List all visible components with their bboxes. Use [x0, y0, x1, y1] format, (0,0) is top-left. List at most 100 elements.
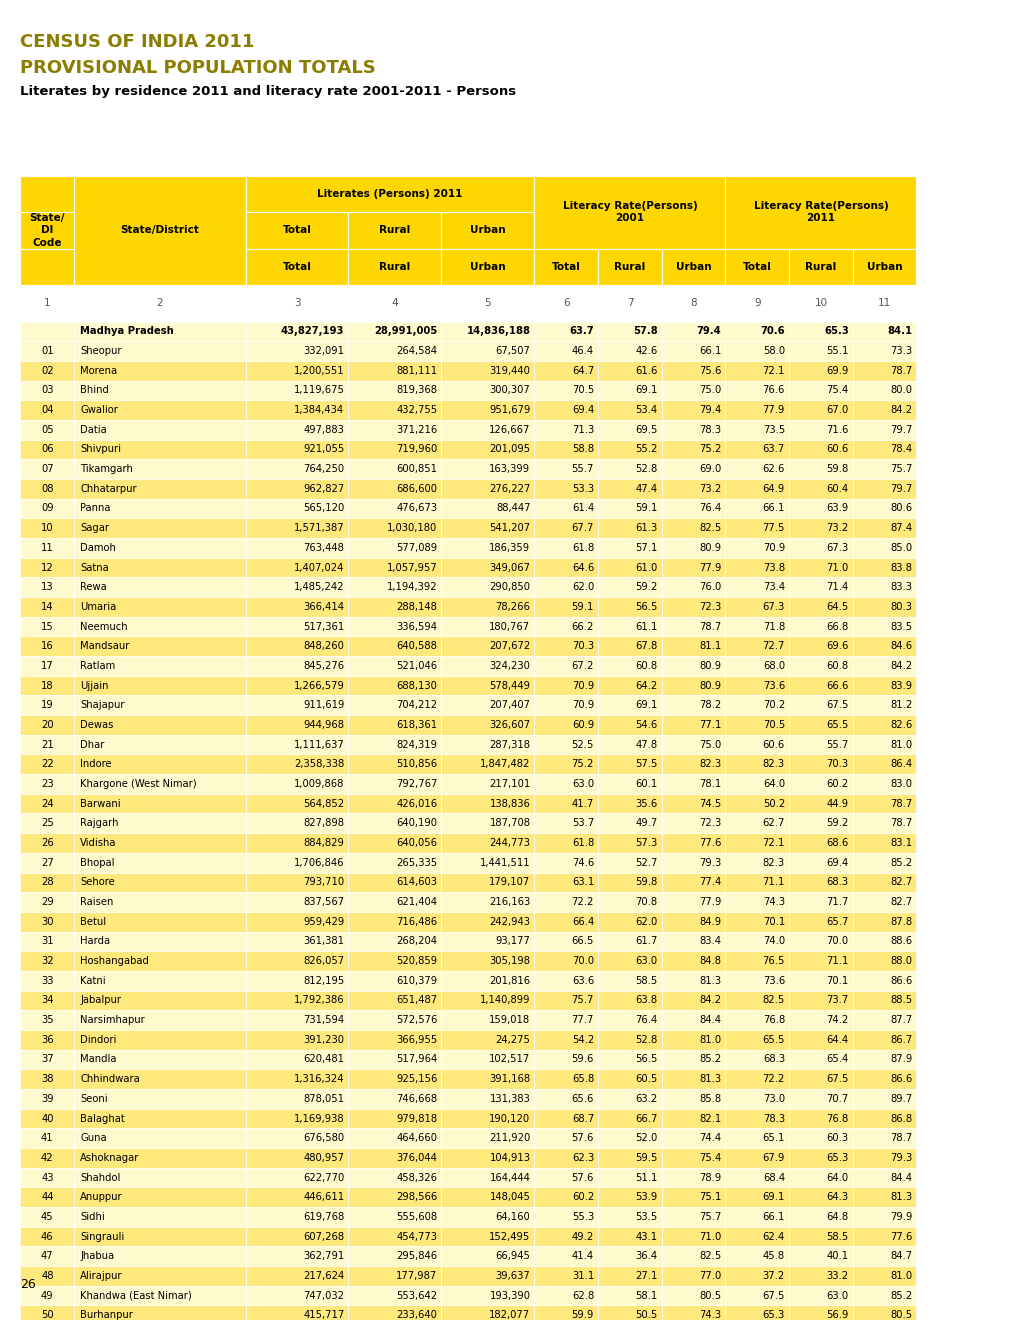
- FancyBboxPatch shape: [852, 322, 915, 341]
- Text: 1,111,637: 1,111,637: [293, 739, 344, 750]
- FancyBboxPatch shape: [852, 696, 915, 715]
- Text: 07: 07: [41, 465, 54, 474]
- Text: 52.5: 52.5: [571, 739, 593, 750]
- Text: 79.3: 79.3: [890, 1152, 911, 1163]
- FancyBboxPatch shape: [597, 1010, 661, 1030]
- FancyBboxPatch shape: [661, 1168, 725, 1188]
- Text: 298,566: 298,566: [395, 1192, 437, 1203]
- Text: 391,168: 391,168: [489, 1074, 530, 1084]
- Text: 85.2: 85.2: [890, 1291, 911, 1300]
- FancyBboxPatch shape: [725, 1129, 789, 1148]
- Text: 80.9: 80.9: [699, 681, 720, 690]
- FancyBboxPatch shape: [661, 833, 725, 853]
- Text: 242,943: 242,943: [489, 916, 530, 927]
- Text: 82.1: 82.1: [698, 1114, 720, 1123]
- Text: 719,960: 719,960: [395, 445, 437, 454]
- Text: 58.1: 58.1: [635, 1291, 657, 1300]
- FancyBboxPatch shape: [441, 676, 534, 696]
- Text: 79.7: 79.7: [889, 425, 911, 434]
- Text: 44.9: 44.9: [825, 799, 848, 809]
- FancyBboxPatch shape: [74, 176, 246, 285]
- Text: Dewas: Dewas: [81, 719, 114, 730]
- Text: 366,955: 366,955: [395, 1035, 437, 1045]
- Text: 80.6: 80.6: [890, 503, 911, 513]
- FancyBboxPatch shape: [789, 932, 852, 952]
- FancyBboxPatch shape: [534, 656, 597, 676]
- FancyBboxPatch shape: [534, 360, 597, 380]
- Text: 614,603: 614,603: [396, 878, 437, 887]
- FancyBboxPatch shape: [74, 1305, 246, 1320]
- FancyBboxPatch shape: [725, 420, 789, 440]
- FancyBboxPatch shape: [661, 248, 725, 285]
- FancyBboxPatch shape: [20, 774, 74, 793]
- Text: 78.9: 78.9: [698, 1172, 720, 1183]
- FancyBboxPatch shape: [20, 577, 74, 597]
- FancyBboxPatch shape: [725, 932, 789, 952]
- Text: 84.1: 84.1: [887, 326, 911, 337]
- Text: 47.4: 47.4: [635, 484, 657, 494]
- Text: 620,481: 620,481: [303, 1055, 344, 1064]
- FancyBboxPatch shape: [246, 519, 348, 539]
- FancyBboxPatch shape: [852, 715, 915, 735]
- Text: 78,266: 78,266: [495, 602, 530, 612]
- Text: 70.1: 70.1: [825, 975, 848, 986]
- FancyBboxPatch shape: [534, 1148, 597, 1168]
- Text: 40: 40: [41, 1114, 54, 1123]
- FancyBboxPatch shape: [441, 557, 534, 577]
- FancyBboxPatch shape: [246, 420, 348, 440]
- Text: 104,913: 104,913: [489, 1152, 530, 1163]
- FancyBboxPatch shape: [725, 577, 789, 597]
- Text: 88.0: 88.0: [890, 956, 911, 966]
- Text: 61.7: 61.7: [635, 936, 657, 946]
- FancyBboxPatch shape: [597, 420, 661, 440]
- Text: 84.6: 84.6: [890, 642, 911, 651]
- FancyBboxPatch shape: [348, 1129, 441, 1148]
- Text: 77.6: 77.6: [889, 1232, 911, 1242]
- Text: 640,190: 640,190: [396, 818, 437, 829]
- Text: 361,381: 361,381: [303, 936, 344, 946]
- FancyBboxPatch shape: [20, 755, 74, 774]
- FancyBboxPatch shape: [348, 176, 441, 285]
- Text: 34: 34: [41, 995, 54, 1006]
- FancyBboxPatch shape: [725, 1089, 789, 1109]
- FancyBboxPatch shape: [597, 1049, 661, 1069]
- FancyBboxPatch shape: [852, 360, 915, 380]
- FancyBboxPatch shape: [852, 400, 915, 420]
- Text: Rural: Rural: [804, 261, 836, 272]
- FancyBboxPatch shape: [441, 360, 534, 380]
- FancyBboxPatch shape: [789, 793, 852, 813]
- FancyBboxPatch shape: [20, 1148, 74, 1168]
- FancyBboxPatch shape: [20, 616, 74, 636]
- Text: 67.3: 67.3: [825, 543, 848, 553]
- Text: 201,095: 201,095: [489, 445, 530, 454]
- FancyBboxPatch shape: [20, 892, 74, 912]
- Text: 47.8: 47.8: [635, 739, 657, 750]
- FancyBboxPatch shape: [789, 853, 852, 873]
- Text: 152,495: 152,495: [489, 1232, 530, 1242]
- Text: 59.8: 59.8: [635, 878, 657, 887]
- FancyBboxPatch shape: [534, 676, 597, 696]
- Text: 944,968: 944,968: [303, 719, 344, 730]
- Text: 85.2: 85.2: [890, 858, 911, 867]
- Text: 962,827: 962,827: [303, 484, 344, 494]
- Text: Total: Total: [742, 261, 771, 272]
- Text: 510,856: 510,856: [395, 759, 437, 770]
- Text: Dhar: Dhar: [81, 739, 105, 750]
- FancyBboxPatch shape: [725, 1266, 789, 1286]
- Text: 8: 8: [690, 298, 696, 309]
- Text: 1,792,386: 1,792,386: [293, 995, 344, 1006]
- Text: 64,160: 64,160: [495, 1212, 530, 1222]
- Text: 71.1: 71.1: [762, 878, 785, 887]
- FancyBboxPatch shape: [20, 972, 74, 990]
- Text: 85.0: 85.0: [890, 543, 911, 553]
- Text: 43,827,193: 43,827,193: [280, 326, 344, 337]
- FancyBboxPatch shape: [789, 636, 852, 656]
- Text: 87.8: 87.8: [890, 916, 911, 927]
- Text: 64.5: 64.5: [825, 602, 848, 612]
- Text: 43.1: 43.1: [635, 1232, 657, 1242]
- Text: 25: 25: [41, 818, 54, 829]
- Text: 57.6: 57.6: [571, 1133, 593, 1143]
- Text: 30: 30: [41, 916, 54, 927]
- Text: 52.8: 52.8: [635, 1035, 657, 1045]
- FancyBboxPatch shape: [661, 990, 725, 1010]
